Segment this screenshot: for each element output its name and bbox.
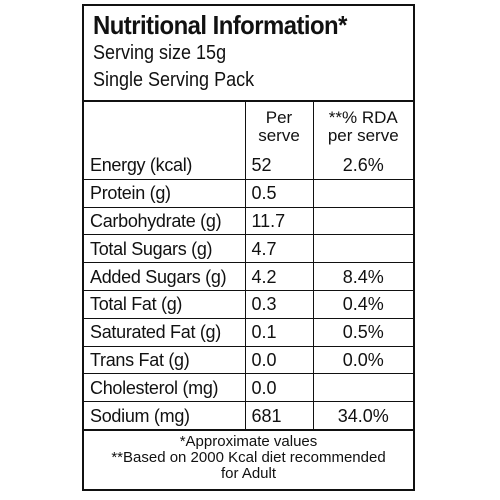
nutrition-table: Per serve **% RDA per serve Energy (kcal… bbox=[84, 102, 413, 429]
table-row: Carbohydrate (g) 11.7 bbox=[84, 206, 413, 236]
rda-value: 0.5% bbox=[312, 317, 413, 347]
footnote-approximate: *Approximate values bbox=[179, 432, 318, 450]
table-row: Cholesterol (mg) 0.0 bbox=[84, 373, 413, 403]
nutrient-name: Total Fat (g) bbox=[84, 289, 246, 319]
rda-value bbox=[312, 206, 413, 236]
label-header: Nutritional Information* Serving size 15… bbox=[84, 6, 413, 102]
per-serve-value: 4.2 bbox=[244, 262, 314, 291]
table-row: Total Sugars (g) 4.7 bbox=[84, 234, 413, 264]
header-per-serve-line: serve bbox=[258, 126, 300, 145]
header-rda-line: per serve bbox=[327, 126, 399, 145]
per-serve-value: 4.7 bbox=[244, 234, 314, 264]
header-nutrient bbox=[84, 102, 246, 152]
serving-size: Serving size 15g bbox=[93, 42, 227, 64]
rda-value bbox=[312, 234, 413, 264]
per-serve-value: 52 bbox=[244, 152, 314, 180]
rda-value: 8.4% bbox=[312, 262, 413, 291]
table-row: Trans Fat (g) 0.0 0.0% bbox=[84, 345, 413, 375]
nutrient-name: Cholesterol (mg) bbox=[84, 373, 246, 403]
table-row: Total Fat (g) 0.3 0.4% bbox=[84, 289, 413, 319]
per-serve-value: 0.1 bbox=[244, 317, 314, 347]
table-row: Saturated Fat (g) 0.1 0.5% bbox=[84, 317, 413, 347]
nutrient-name: Carbohydrate (g) bbox=[84, 206, 246, 236]
pack-type: Single Serving Pack bbox=[93, 69, 255, 91]
nutrient-name: Trans Fat (g) bbox=[84, 345, 246, 375]
per-serve-value: 681 bbox=[244, 401, 314, 429]
rda-value bbox=[312, 373, 413, 403]
footnote-rda-basis-cont: for Adult bbox=[220, 464, 277, 482]
rda-value: 0.0% bbox=[312, 345, 413, 375]
table-header-row: Per serve **% RDA per serve bbox=[84, 102, 413, 152]
nutrient-name: Sodium (mg) bbox=[84, 401, 246, 429]
per-serve-value: 0.0 bbox=[244, 345, 314, 375]
table-row: Energy (kcal) 52 2.6% bbox=[84, 152, 413, 180]
table-row: Sodium (mg) 681 34.0% bbox=[84, 401, 413, 429]
nutrient-name: Added Sugars (g) bbox=[84, 262, 246, 291]
footnotes: *Approximate values **Based on 2000 Kcal… bbox=[84, 428, 413, 482]
header-rda: **% RDA per serve bbox=[312, 102, 413, 152]
nutrition-label: Nutritional Information* Serving size 15… bbox=[82, 4, 415, 491]
header-per-serve: Per serve bbox=[244, 102, 314, 152]
header-rda-line: **% RDA bbox=[328, 108, 398, 127]
rda-value bbox=[312, 178, 413, 208]
per-serve-value: 0.3 bbox=[244, 289, 314, 319]
table-row: Added Sugars (g) 4.2 8.4% bbox=[84, 262, 413, 291]
rda-value: 0.4% bbox=[312, 289, 413, 319]
rda-value: 2.6% bbox=[312, 152, 413, 180]
nutrient-name: Protein (g) bbox=[84, 178, 246, 208]
nutrient-name: Saturated Fat (g) bbox=[84, 317, 246, 347]
header-per-serve-line: Per bbox=[265, 108, 293, 127]
rda-value: 34.0% bbox=[312, 401, 413, 429]
label-title: Nutritional Information* bbox=[93, 10, 347, 40]
footnote-rda-basis: **Based on 2000 Kcal diet recommended bbox=[111, 448, 386, 466]
per-serve-value: 11.7 bbox=[244, 206, 314, 236]
nutrient-name: Total Sugars (g) bbox=[84, 234, 246, 264]
table-row: Protein (g) 0.5 bbox=[84, 178, 413, 208]
nutrient-name: Energy (kcal) bbox=[84, 152, 246, 180]
per-serve-value: 0.0 bbox=[244, 373, 314, 403]
per-serve-value: 0.5 bbox=[244, 178, 314, 208]
